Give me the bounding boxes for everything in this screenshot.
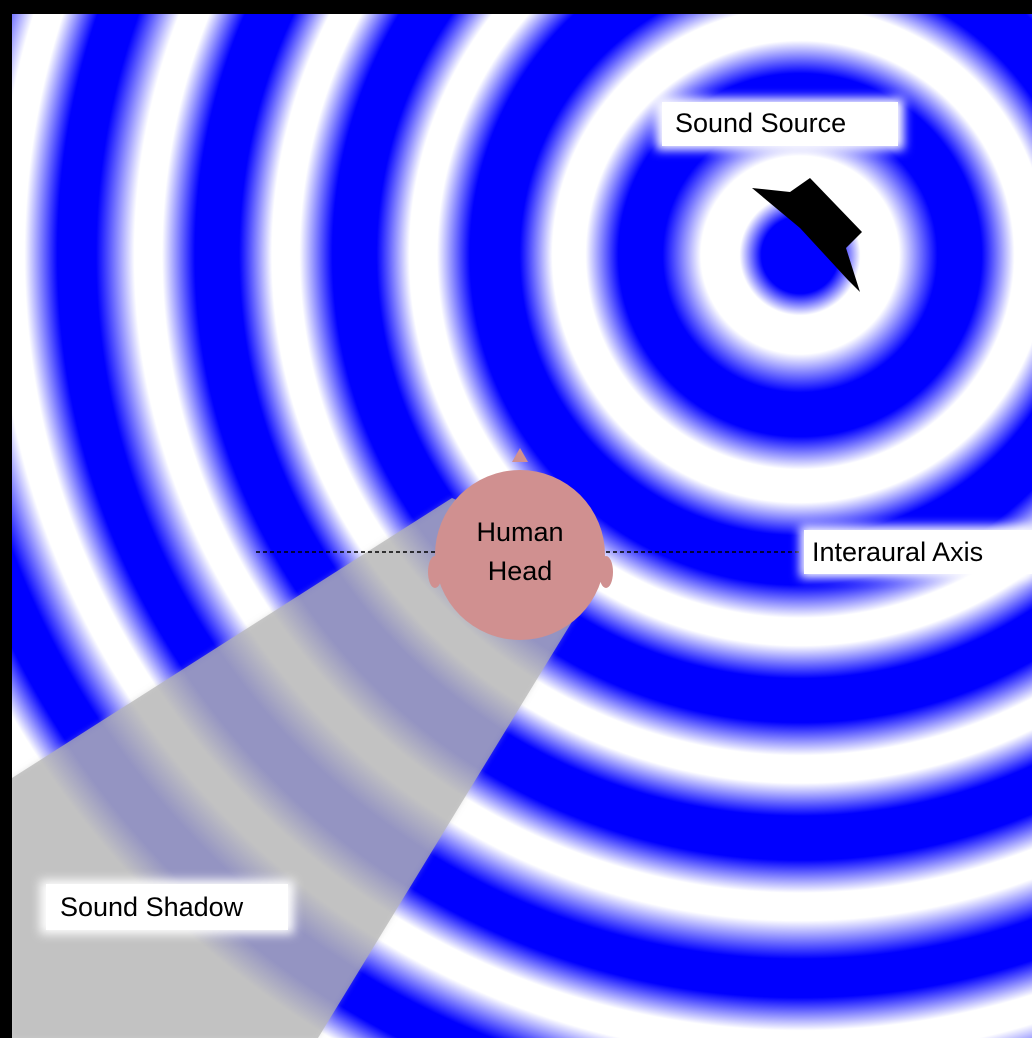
human-head-line2: Head bbox=[488, 556, 553, 586]
speaker-icon bbox=[752, 178, 862, 292]
human-head-line1: Human bbox=[476, 517, 563, 547]
sound-source-text: Sound Source bbox=[675, 108, 846, 138]
sound-source-label: Sound Source bbox=[656, 98, 904, 150]
human-head-icon bbox=[428, 448, 613, 640]
sound-shadow-label: Sound Shadow bbox=[40, 880, 294, 934]
sound-shadow-text: Sound Shadow bbox=[60, 892, 244, 922]
interaural-axis-label: Interaural Axis bbox=[800, 526, 1032, 578]
interaural-axis-text: Interaural Axis bbox=[812, 537, 983, 567]
